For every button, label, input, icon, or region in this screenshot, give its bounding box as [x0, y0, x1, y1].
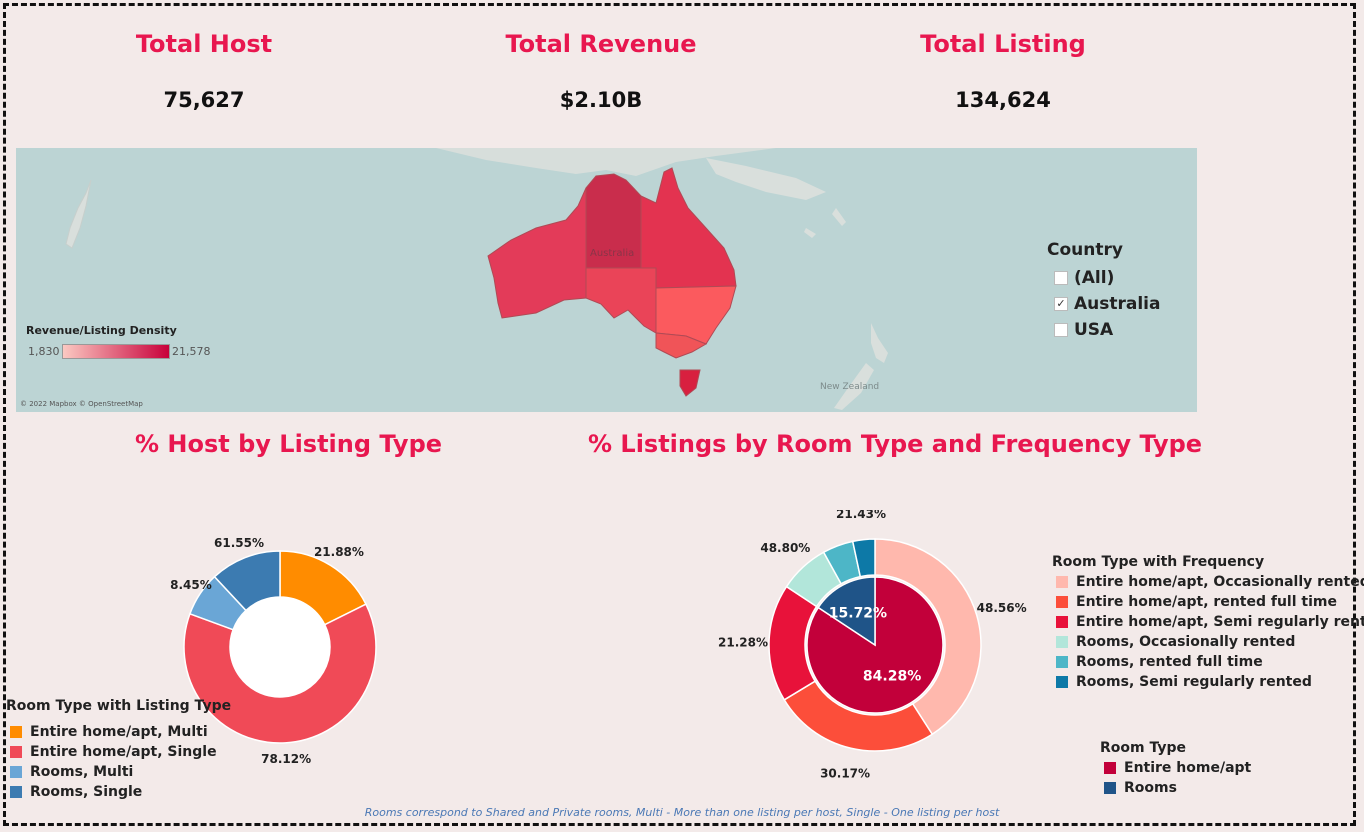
room-outer-label: 21.43%	[836, 510, 886, 521]
country-filter-label: Australia	[1074, 294, 1161, 314]
dashboard-frame	[3, 3, 1356, 826]
kpi-total-listing-value: 134,624	[955, 88, 1051, 112]
checkbox-checked-icon[interactable]: ✓	[1054, 297, 1068, 311]
host-donut-label: 21.88%	[314, 545, 364, 559]
legend-swatch	[1056, 616, 1068, 628]
host-donut-chart: 21.88% 78.12% 38.45% 61.55%	[170, 536, 377, 766]
room-legend-title: Room Type with Frequency	[1052, 554, 1265, 570]
legend-swatch	[10, 766, 22, 778]
map-canvas	[65, 148, 888, 410]
pacific-island-2	[804, 228, 816, 238]
host-donut-label: 78.12%	[261, 752, 311, 766]
host-legend-item[interactable]: Entire home/apt, Single	[10, 744, 217, 760]
new-zealand-north	[871, 323, 888, 363]
legend-label: Entire home/apt, rented full time	[1076, 594, 1337, 610]
australia-south-australia	[585, 267, 657, 334]
host-legend-item[interactable]: Entire home/apt, Multi	[10, 724, 208, 740]
legend-label: Entire home/apt, Semi regularly rented	[1076, 614, 1364, 630]
australia-victoria	[655, 332, 708, 359]
legend-label: Rooms, Semi regularly rented	[1076, 674, 1312, 690]
legend-label: Rooms, rented full time	[1076, 654, 1263, 670]
kpi-total-listing-title: Total Listing	[920, 30, 1086, 58]
room-type-legend-title: Room Type	[1100, 740, 1187, 756]
new-zealand-south	[834, 363, 874, 410]
room-nested-pie-chart: 48.56% 30.17% 21.28% 48.80% 21.43% 84.28% 15.7…	[718, 510, 1027, 780]
room-frequency-legend-item[interactable]: Entire home/apt, Semi regularly rented	[1056, 614, 1364, 630]
room-type-legend-item[interactable]: Rooms	[1104, 780, 1177, 796]
room-outer-label: 48.56%	[977, 601, 1027, 615]
map-nz-label: New Zealand	[820, 382, 880, 392]
legend-swatch	[10, 726, 22, 738]
host-chart-title: % Host by Listing Type	[135, 430, 443, 458]
country-filter-option[interactable]: USA	[1054, 320, 1113, 340]
checkbox-icon[interactable]	[1054, 323, 1068, 337]
country-filter-option[interactable]: (All)	[1054, 268, 1114, 288]
room-frequency-legend-item[interactable]: Rooms, Occasionally rented	[1056, 634, 1295, 650]
legend-swatch	[1056, 636, 1068, 648]
room-inner-slice[interactable]	[817, 576, 876, 647]
room-inner-slice[interactable]	[806, 576, 944, 714]
host-legend-title: Room Type with Listing Type	[6, 698, 232, 714]
legend-swatch	[1104, 782, 1116, 794]
legend-label: Rooms, Occasionally rented	[1076, 634, 1296, 650]
room-frequency-legend-item[interactable]: Rooms, rented full time	[1056, 654, 1263, 670]
host-donut-label: 61.55%	[214, 536, 264, 550]
country-filter-label: (All)	[1074, 268, 1115, 288]
room-outer-label: 48.80%	[760, 541, 810, 555]
legend-label: Entire home/apt, Occasionally rented	[1076, 574, 1364, 590]
host-donut-hole	[230, 597, 330, 697]
legend-label: Rooms, Single	[30, 784, 143, 800]
room-frequency-legend-item[interactable]: Entire home/apt, rented full time	[1056, 594, 1337, 610]
legend-swatch	[1056, 676, 1068, 688]
kpi-total-host-title: Total Host	[135, 30, 273, 58]
legend-swatch	[1104, 762, 1116, 774]
kpi-total-revenue-title: Total Revenue	[505, 30, 697, 58]
footnote: Rooms correspond to Shared and Private r…	[364, 806, 1000, 819]
country-filter-title: Country	[1047, 240, 1123, 260]
kpi-total-revenue-value: $2.10B	[559, 88, 643, 112]
legend-swatch	[10, 746, 22, 758]
room-outer-slice[interactable]	[874, 538, 982, 736]
legend-label: Entire home/apt	[1124, 760, 1252, 776]
host-legend-item[interactable]: Rooms, Single	[10, 784, 142, 800]
legend-swatch	[1056, 656, 1068, 668]
legend-label: Entire home/apt, Single	[30, 744, 217, 760]
room-outer-label: 30.17%	[820, 767, 870, 780]
legend-label: Rooms	[1124, 780, 1177, 796]
pacific-island-1	[832, 208, 846, 226]
legend-swatch	[1056, 576, 1068, 588]
host-donut-label: 38.45%	[170, 578, 212, 592]
room-outer-label: 21.28%	[718, 635, 768, 649]
room-inner-label: 15.72%	[829, 605, 887, 621]
australia-tasmania	[679, 369, 701, 397]
kpi-total-host-value: 75,627	[163, 88, 245, 112]
new-guinea-landmass	[706, 158, 826, 200]
indonesia-landmass	[436, 148, 776, 176]
host-legend-item[interactable]: Rooms, Multi	[10, 764, 133, 780]
density-legend-min: 1,830	[28, 345, 60, 358]
legend-label: Entire home/apt, Multi	[30, 724, 208, 740]
room-chart-title: % Listings by Room Type and Frequency Ty…	[588, 430, 1203, 458]
density-legend-max: 21,578	[172, 345, 211, 358]
map-attribution[interactable]: © 2022 Mapbox © OpenStreetMap	[20, 400, 143, 408]
room-inner-label: 84.28%	[863, 669, 921, 685]
australia-western-australia	[487, 187, 587, 319]
density-legend-title: Revenue/Listing Density	[26, 324, 177, 337]
country-filter-label: USA	[1074, 320, 1114, 340]
country-filter-option[interactable]: ✓ Australia	[1054, 294, 1161, 314]
room-frequency-legend-item[interactable]: Rooms, Semi regularly rented	[1056, 674, 1312, 690]
room-type-legend-item[interactable]: Entire home/apt	[1104, 760, 1251, 776]
legend-swatch	[10, 786, 22, 798]
room-outer-slice[interactable]	[851, 538, 876, 578]
madagascar-landmass	[65, 179, 92, 249]
legend-label: Rooms, Multi	[30, 764, 134, 780]
room-frequency-legend-item[interactable]: Entire home/apt, Occasionally rented	[1056, 574, 1364, 590]
density-legend-gradient	[62, 344, 170, 359]
checkbox-icon[interactable]	[1054, 271, 1068, 285]
australia-map[interactable]: Australia New Zealand © 2022 Mapbox © Op…	[16, 148, 1197, 412]
map-country-label: Australia	[590, 248, 635, 259]
legend-swatch	[1056, 596, 1068, 608]
